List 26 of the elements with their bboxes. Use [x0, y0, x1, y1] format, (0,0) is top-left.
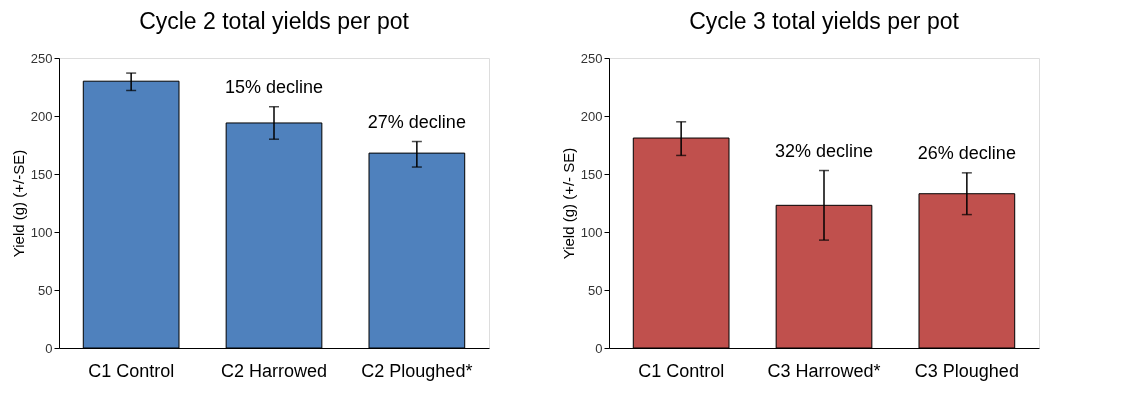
y-tick-label: 250: [580, 50, 603, 66]
annotation: 27% decline: [367, 111, 466, 132]
x-tick-label: C2 Ploughed*: [361, 360, 473, 381]
y-tick-label: 50: [588, 282, 603, 298]
x-tick-label: C1 Control: [88, 360, 175, 381]
y-tick-label: 150: [30, 166, 53, 182]
x-tick-label: C3 Ploughed: [914, 360, 1019, 381]
y-tick-label: 250: [30, 50, 53, 66]
y-tick-label: 100: [580, 224, 603, 240]
y-tick-label: 200: [30, 108, 53, 124]
y-tick-label: 0: [595, 340, 603, 356]
annotation: 26% decline: [917, 142, 1016, 163]
x-tick-label: C1 Control: [638, 360, 725, 381]
y-axis-title: Yield (g) (+/-SE): [9, 149, 27, 258]
y-tick-label: 100: [30, 224, 53, 240]
y-tick-label: 200: [580, 108, 603, 124]
chart-title: Cycle 3 total yields per pot: [689, 8, 960, 34]
annotation: 32% decline: [774, 140, 874, 161]
y-axis-title: Yield (g) (+/- SE): [559, 147, 577, 260]
chart-title: Cycle 2 total yields per pot: [139, 8, 410, 34]
x-tick-label: C2 Harrowed: [220, 360, 328, 381]
y-tick-label: 50: [38, 282, 53, 298]
annotation: 15% decline: [224, 76, 324, 97]
x-tick-label: C3 Harrowed*: [767, 360, 881, 381]
y-tick-label: 0: [45, 340, 53, 356]
y-tick-label: 150: [580, 166, 603, 182]
